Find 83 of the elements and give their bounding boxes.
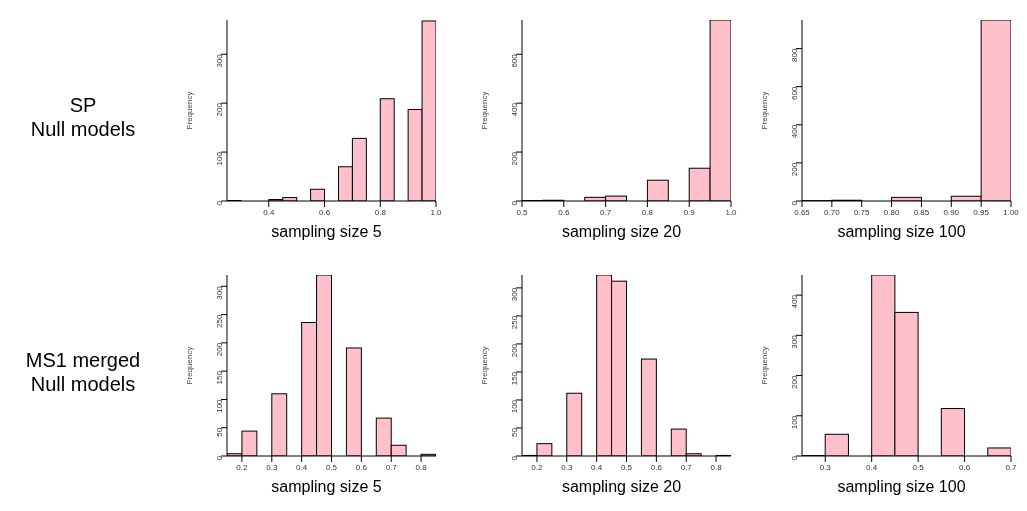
x-axis-title: sampling size 5 (270, 223, 383, 241)
y-tick-label: 0 (789, 200, 799, 206)
x-tick-label: 0.8 (710, 462, 723, 472)
x-tick-label: 0.5 (620, 462, 633, 472)
y-tick-label: 0 (789, 455, 799, 461)
x-tick-label: 0.7 (1005, 462, 1018, 472)
x-tick-label: 0.6 (318, 207, 331, 217)
x-tick-label: 0.7 (385, 462, 398, 472)
y-tick-label: 100 (789, 415, 799, 430)
y-tick-label: 250 (214, 314, 224, 328)
y-tick-label: 600 (509, 53, 519, 68)
x-axis-title: sampling size 20 (560, 223, 683, 241)
x-tick-label: 0.85 (913, 207, 930, 217)
y-tick-label: 200 (789, 375, 799, 389)
x-tick-label: 0.4 (866, 462, 878, 472)
x-tick-label: 0.4 (263, 207, 275, 217)
x-tick-label: 0.2 (531, 462, 544, 472)
x-tick-label: 0.65 (794, 207, 811, 217)
y-axis-title: Frequency (759, 346, 769, 385)
x-tick-label: 0.4 (296, 462, 308, 472)
x-tick-label: 0.6 (650, 462, 663, 472)
y-axis-title: Frequency (184, 91, 194, 130)
y-axis-title: Frequency (479, 346, 489, 385)
y-tick-label: 150 (509, 371, 519, 386)
y-tick-label: 0 (214, 455, 224, 461)
y-tick-label: 800 (789, 48, 799, 62)
y-tick-label: 100 (509, 399, 519, 414)
y-tick-label: 200 (214, 342, 224, 357)
y-tick-label: 400 (789, 124, 799, 139)
x-tick-label: 0.6 (958, 462, 971, 472)
x-tick-label: 0.5 (516, 207, 529, 217)
y-tick-label: 600 (789, 86, 799, 101)
x-tick-label: 0.3 (266, 462, 278, 472)
y-tick-label: 0 (509, 455, 519, 461)
x-axis-title: sampling size 100 (836, 223, 967, 241)
y-tick-label: 200 (789, 162, 799, 177)
y-tick-label: 200 (214, 102, 224, 117)
y-tick-label: 50 (214, 427, 224, 437)
y-tick-label: 250 (509, 315, 519, 330)
y-tick-label: 300 (214, 53, 224, 68)
x-tick-label: 0.5 (325, 462, 338, 472)
x-tick-label: 0.90 (943, 207, 960, 217)
y-tick-label: 200 (509, 151, 519, 166)
x-tick-label: 0.70 (824, 207, 841, 217)
y-axis-title: Frequency (479, 91, 489, 130)
x-tick-label: 0.7 (600, 207, 612, 217)
x-axis-title: sampling size 20 (560, 478, 683, 496)
x-tick-label: 0.8 (415, 462, 428, 472)
y-tick-label: 400 (509, 102, 519, 117)
y-tick-label: 150 (214, 370, 224, 385)
y-tick-label: 0 (509, 200, 519, 206)
x-tick-label: 0.75 (853, 207, 871, 217)
x-tick-label: 1.00 (1003, 207, 1020, 217)
x-tick-label: 0.3 (819, 462, 832, 472)
x-tick-label: 0.7 (680, 462, 693, 472)
y-axis-title: Frequency (184, 346, 194, 385)
text: MS1 merged Null models (24, 348, 142, 396)
y-tick-label: 100 (214, 398, 224, 413)
y-tick-label: 100 (214, 151, 224, 166)
x-tick-label: 0.2 (236, 462, 249, 472)
x-tick-label: 1.0 (430, 207, 443, 217)
x-tick-label: 0.8 (641, 207, 654, 217)
y-tick-label: 200 (509, 343, 519, 358)
x-tick-label: 1.0 (725, 207, 738, 217)
x-axis-title: sampling size 5 (270, 478, 383, 496)
x-tick-label: 0.5 (912, 462, 925, 472)
x-axis-title: sampling size 100 (836, 478, 967, 496)
x-tick-label: 0.95 (973, 207, 990, 217)
x-tick-label: 0.9 (683, 207, 696, 217)
y-tick-label: 300 (789, 334, 799, 349)
x-tick-label: 0.3 (561, 462, 573, 472)
x-tick-label: 0.6 (355, 462, 368, 472)
y-axis-title: Frequency (759, 91, 769, 130)
x-tick-label: 0.8 (374, 207, 387, 217)
x-tick-label: 0.4 (591, 462, 603, 472)
x-tick-label: 0.6 (558, 207, 570, 217)
text: SP Null models (29, 93, 137, 141)
x-tick-label: 0.80 (883, 207, 900, 217)
y-tick-label: 300 (509, 287, 519, 302)
y-tick-label: 0 (214, 200, 224, 206)
y-tick-label: 400 (789, 294, 799, 309)
y-tick-label: 300 (214, 285, 224, 300)
y-tick-label: 50 (509, 427, 519, 437)
